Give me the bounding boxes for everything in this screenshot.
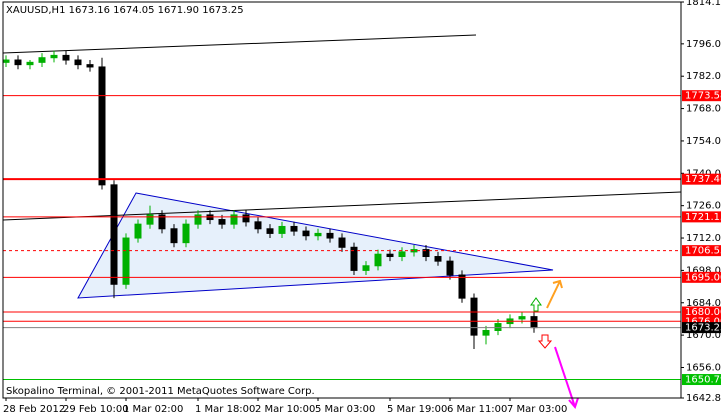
level-label-box <box>682 271 721 283</box>
candle-body <box>110 184 118 285</box>
candle-body <box>374 253 382 267</box>
level-label: 1721.15 <box>685 212 721 223</box>
y-tick-label: 1796.00 <box>686 39 721 50</box>
level-label-box <box>682 173 721 185</box>
chart-title: XAUUSD,H1 1673.16 1674.05 1671.90 1673.2… <box>6 5 244 16</box>
y-tick-label: 1656.00 <box>686 362 721 373</box>
footer: Skopalino Terminal, © 2001-2011 MetaQuot… <box>6 386 315 397</box>
candle-body <box>494 323 502 331</box>
candle-body <box>158 214 166 230</box>
y-tick-label: 1814.10 <box>686 0 721 8</box>
x-tick-label: 2 Mar 10:00 <box>255 404 315 415</box>
candle-body <box>38 57 46 63</box>
candle-body <box>434 256 442 262</box>
candle-body <box>194 214 202 225</box>
y-tick-label: 1712.00 <box>686 233 721 244</box>
y-tick-label: 1726.00 <box>686 201 721 212</box>
candle-body <box>398 251 406 258</box>
down-arrow <box>537 334 553 349</box>
level-label: 1676.00 <box>685 316 721 327</box>
y-tick-label: 1754.00 <box>686 136 721 147</box>
candle-body <box>470 297 478 336</box>
candle-body <box>350 246 358 271</box>
y-tick-label: 1768.00 <box>686 104 721 115</box>
candle-body <box>254 221 262 230</box>
candle-body <box>314 232 322 237</box>
candle-body <box>482 329 490 336</box>
candle-body <box>2 59 10 63</box>
candle-body <box>326 232 334 239</box>
orange-arrow <box>546 279 563 309</box>
level-label-box <box>682 211 721 223</box>
candle-body <box>50 54 58 59</box>
level-label-box <box>682 322 721 334</box>
candle-body <box>122 237 130 285</box>
level-label-box <box>682 306 721 318</box>
candle-body <box>278 225 286 234</box>
magenta-arrow <box>554 346 579 409</box>
candle-body <box>290 225 298 232</box>
up-arrow <box>530 297 542 312</box>
trend-line <box>2 34 477 54</box>
level-label: 1695.00 <box>685 272 721 283</box>
candle-body <box>446 260 454 276</box>
candle-body <box>230 214 238 225</box>
level-label: 1673.25 <box>685 323 721 334</box>
x-tick-label: 6 Mar 11:00 <box>447 404 507 415</box>
level-label-box <box>682 374 721 386</box>
candle-body <box>182 223 190 244</box>
x-tick-label: 1 Mar 18:00 <box>195 404 255 415</box>
candle-body <box>134 223 142 239</box>
candle-body <box>146 214 154 225</box>
candle-body <box>458 274 466 299</box>
candle-body <box>242 214 250 223</box>
level-label-box <box>682 245 721 257</box>
candle-body <box>530 316 538 329</box>
candle-body <box>98 66 106 186</box>
candle-body <box>74 59 82 66</box>
candle-body <box>218 219 226 225</box>
y-tick-label: 1684.00 <box>686 298 721 309</box>
x-tick-label: 1 Mar 02:00 <box>123 404 183 415</box>
candle-body <box>14 59 22 66</box>
candle-body <box>170 228 178 244</box>
y-tick-label: 1698.00 <box>686 265 721 276</box>
candle-body <box>422 249 430 258</box>
candle-body <box>86 64 94 68</box>
level-label: 1650.79 <box>685 375 721 386</box>
candle-body <box>266 228 274 234</box>
level-label: 1706.55 <box>685 246 721 257</box>
x-tick-label: 5 Mar 03:00 <box>315 404 375 415</box>
x-tick-label: 29 Feb 10:00 <box>63 404 129 415</box>
candle-body <box>302 230 310 237</box>
x-tick-label: 5 Mar 19:00 <box>387 404 447 415</box>
x-tick-label: 28 Feb 2012 <box>3 404 65 415</box>
candle-body <box>338 237 346 248</box>
level-label: 1737.46 <box>685 174 721 185</box>
plot-frame <box>2 1 682 399</box>
candle-body <box>26 61 34 66</box>
level-label-box <box>682 90 721 102</box>
candle-body <box>62 54 70 61</box>
candle-body <box>386 253 394 258</box>
level-label: 1680.00 <box>685 307 721 318</box>
candle-body <box>518 316 526 320</box>
y-tick-label: 1670.00 <box>686 330 721 341</box>
candle-body <box>362 265 370 271</box>
x-tick-label: 7 Mar 03:00 <box>507 404 567 415</box>
level-label: 1773.58 <box>685 91 721 102</box>
y-tick-label: 1782.00 <box>686 71 721 82</box>
level-label-box <box>682 315 721 327</box>
y-tick-label: 1642.80 <box>686 393 721 404</box>
